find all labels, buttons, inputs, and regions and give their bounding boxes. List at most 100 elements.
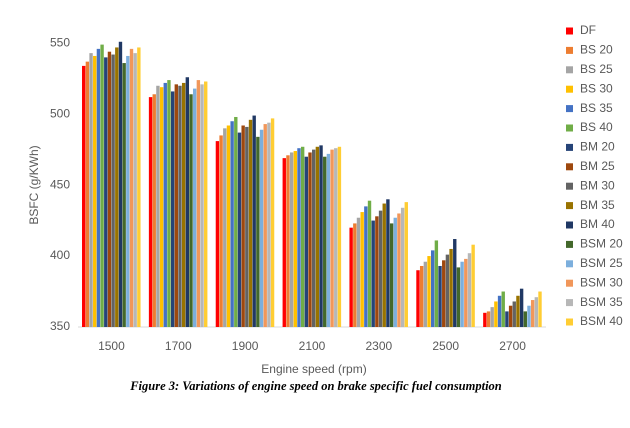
bar [126, 55, 130, 327]
bar [174, 84, 178, 327]
bar [159, 87, 164, 327]
bar [122, 63, 126, 328]
y-tick-label: 450 [50, 177, 70, 191]
bar [323, 156, 327, 327]
bar [337, 146, 342, 327]
legend-label: BSM 30 [580, 275, 623, 289]
legend-swatch [566, 182, 573, 190]
legend-label: BSM 25 [580, 256, 623, 270]
legend-swatch [566, 221, 573, 229]
bar [530, 300, 535, 327]
legend-swatch [566, 202, 573, 210]
bar [89, 53, 93, 327]
legend-swatch [566, 124, 573, 132]
legend-label: BSM 20 [580, 237, 623, 251]
x-tick-label: 2500 [432, 339, 459, 353]
bar [297, 148, 301, 327]
bar [219, 135, 223, 327]
bar [353, 223, 357, 327]
legend-label: DF [580, 23, 596, 37]
bar [282, 158, 286, 327]
bar [378, 210, 383, 327]
bar [527, 305, 531, 327]
y-tick-label: 400 [50, 248, 70, 262]
bar [497, 295, 502, 327]
bar [389, 223, 394, 327]
bar [196, 80, 201, 327]
legend-swatch [566, 66, 573, 74]
bar [453, 239, 457, 327]
bar [111, 54, 115, 328]
bar [490, 307, 494, 327]
bar [241, 125, 245, 327]
bar [312, 149, 316, 327]
legend-swatch [566, 27, 573, 35]
bar [501, 291, 505, 327]
bar [234, 116, 238, 327]
bar [300, 146, 305, 327]
x-axis-title: Engine speed (rpm) [261, 362, 366, 376]
bar [248, 119, 253, 327]
bar [181, 82, 186, 327]
legend-swatch [566, 85, 573, 93]
x-tick-label: 2300 [366, 339, 393, 353]
bar [152, 94, 156, 328]
x-tick-label: 1700 [165, 339, 192, 353]
bar [330, 149, 334, 327]
legend-swatch [566, 318, 573, 326]
bar [483, 312, 487, 327]
bar [286, 155, 290, 327]
legend-label: BS 20 [580, 43, 613, 57]
bar [416, 270, 420, 327]
legend-label: BS 35 [580, 101, 613, 115]
bar [334, 148, 338, 327]
legend-label: BSM 40 [580, 314, 623, 328]
bar [505, 311, 509, 327]
bar [263, 124, 267, 327]
bar [397, 213, 401, 327]
y-tick-label: 350 [50, 319, 70, 333]
bar [293, 151, 297, 327]
legend-swatch [566, 163, 573, 171]
bar [167, 80, 171, 327]
legend-swatch [566, 143, 573, 151]
bar [245, 126, 249, 328]
bar [464, 258, 468, 327]
x-tick-label: 1900 [232, 339, 259, 353]
bar [423, 261, 428, 327]
bar [118, 41, 123, 328]
bar [85, 61, 90, 328]
bar [163, 82, 167, 327]
legend-swatch [566, 279, 573, 287]
bar [133, 53, 137, 327]
bar [115, 47, 119, 327]
bar [315, 146, 320, 327]
bar [438, 265, 442, 327]
bar [319, 145, 323, 327]
bar [326, 153, 331, 327]
legend-label: BM 25 [580, 159, 615, 173]
bar [256, 136, 260, 327]
legend-label: BM 20 [580, 140, 615, 154]
bar [371, 220, 375, 327]
x-tick-label: 2700 [499, 339, 526, 353]
bar [494, 301, 498, 327]
bar [449, 248, 453, 327]
bar [200, 84, 204, 327]
bar [356, 217, 361, 327]
bar [427, 256, 431, 327]
legend-label: BM 40 [580, 217, 615, 231]
bar [259, 129, 264, 327]
bar [486, 311, 491, 327]
bar [519, 288, 524, 327]
bar [538, 291, 542, 327]
bar [523, 311, 527, 327]
bar [270, 118, 275, 328]
bar [304, 156, 309, 327]
bar [93, 55, 97, 327]
bar [289, 152, 294, 327]
bar [267, 122, 271, 328]
bar [129, 48, 134, 327]
bar [375, 216, 379, 327]
bar [456, 267, 461, 327]
